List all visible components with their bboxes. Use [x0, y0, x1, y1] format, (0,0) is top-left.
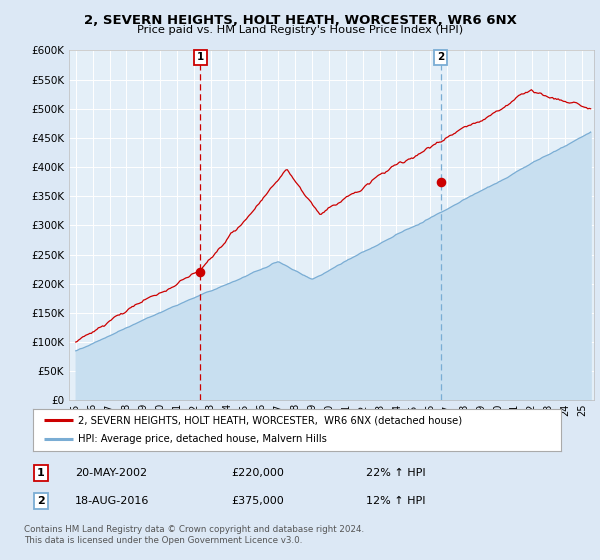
Text: £220,000: £220,000 [231, 468, 284, 478]
Text: 2, SEVERN HEIGHTS, HOLT HEATH, WORCESTER, WR6 6NX: 2, SEVERN HEIGHTS, HOLT HEATH, WORCESTER… [83, 14, 517, 27]
Text: 1: 1 [197, 52, 204, 62]
Text: 12% ↑ HPI: 12% ↑ HPI [366, 496, 425, 506]
Text: 2: 2 [437, 52, 445, 62]
Point [436, 177, 446, 186]
Text: HPI: Average price, detached house, Malvern Hills: HPI: Average price, detached house, Malv… [78, 435, 327, 445]
Point [196, 268, 205, 277]
Text: 18-AUG-2016: 18-AUG-2016 [75, 496, 149, 506]
Text: 1: 1 [37, 468, 44, 478]
Text: 22% ↑ HPI: 22% ↑ HPI [366, 468, 425, 478]
Text: Price paid vs. HM Land Registry's House Price Index (HPI): Price paid vs. HM Land Registry's House … [137, 25, 463, 35]
Text: 2: 2 [37, 496, 44, 506]
Text: Contains HM Land Registry data © Crown copyright and database right 2024.
This d: Contains HM Land Registry data © Crown c… [24, 525, 364, 545]
Text: 2, SEVERN HEIGHTS, HOLT HEATH, WORCESTER,  WR6 6NX (detached house): 2, SEVERN HEIGHTS, HOLT HEATH, WORCESTER… [78, 415, 462, 425]
Text: 20-MAY-2002: 20-MAY-2002 [75, 468, 147, 478]
Text: £375,000: £375,000 [231, 496, 284, 506]
